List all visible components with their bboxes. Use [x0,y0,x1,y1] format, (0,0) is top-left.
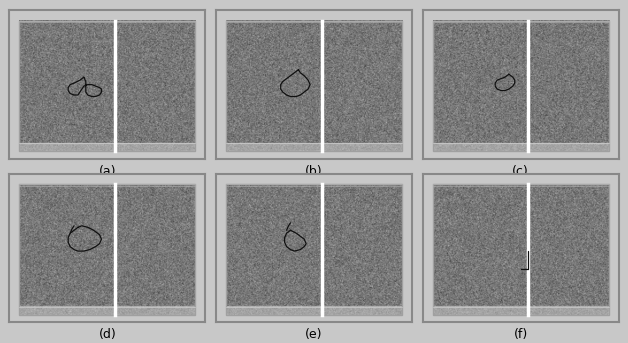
Bar [226,21,402,152]
Text: (b): (b) [305,165,323,178]
Text: (f): (f) [514,328,528,341]
Bar [19,184,195,315]
Text: (a): (a) [99,165,116,178]
Text: (d): (d) [99,328,116,341]
Text: (e): (e) [305,328,323,341]
Bar [433,184,609,315]
Bar [226,184,402,315]
Bar [433,21,609,152]
Bar [19,21,195,152]
Text: (c): (c) [512,165,529,178]
